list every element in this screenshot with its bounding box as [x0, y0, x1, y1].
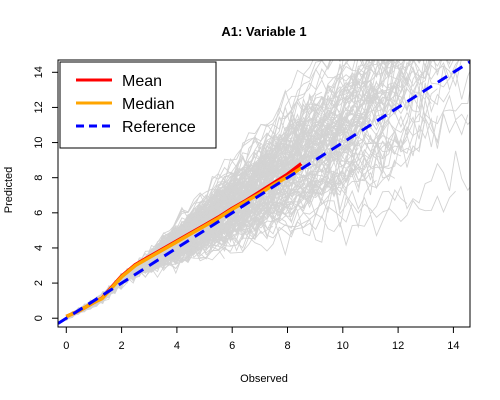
legend-label-reference: Reference: [122, 119, 196, 136]
legend-label-mean: Mean: [122, 73, 162, 90]
background-trace: [66, 60, 406, 319]
series-layer: [58, 60, 470, 325]
y-tick-label: 8: [33, 175, 45, 181]
y-tick-label: 14: [33, 66, 45, 78]
x-tick-label: 14: [447, 340, 459, 352]
series-line-reference: [58, 60, 470, 325]
legend-label-median: Median: [122, 96, 174, 113]
x-tick-label: 4: [174, 340, 180, 352]
legend-box: [59, 61, 217, 149]
y-axis: 0 2 4 6 8 10 12 14: [33, 66, 58, 321]
legend: Mean Median Reference: [59, 61, 217, 149]
x-axis-title: Observed: [240, 373, 288, 385]
y-axis-title: Predicted: [3, 167, 15, 213]
background-trace: [66, 171, 292, 319]
x-tick-label: 8: [284, 340, 290, 352]
x-tick-label: 2: [119, 340, 125, 352]
chart-title: A1: Variable 1: [221, 24, 306, 39]
y-tick-label: 0: [33, 315, 45, 321]
x-tick-label: 12: [392, 340, 404, 352]
y-tick-label: 2: [33, 280, 45, 286]
y-tick-label: 4: [33, 245, 45, 251]
x-tick-label: 10: [337, 340, 349, 352]
y-tick-label: 6: [33, 210, 45, 216]
y-tick-label: 12: [33, 101, 45, 113]
y-tick-label: 10: [33, 136, 45, 148]
x-tick-label: 6: [229, 340, 235, 352]
x-axis: 0 2 4 6 8 10 12 14: [63, 327, 460, 352]
x-tick-label: 0: [63, 340, 69, 352]
plot-frame: [57, 59, 471, 328]
